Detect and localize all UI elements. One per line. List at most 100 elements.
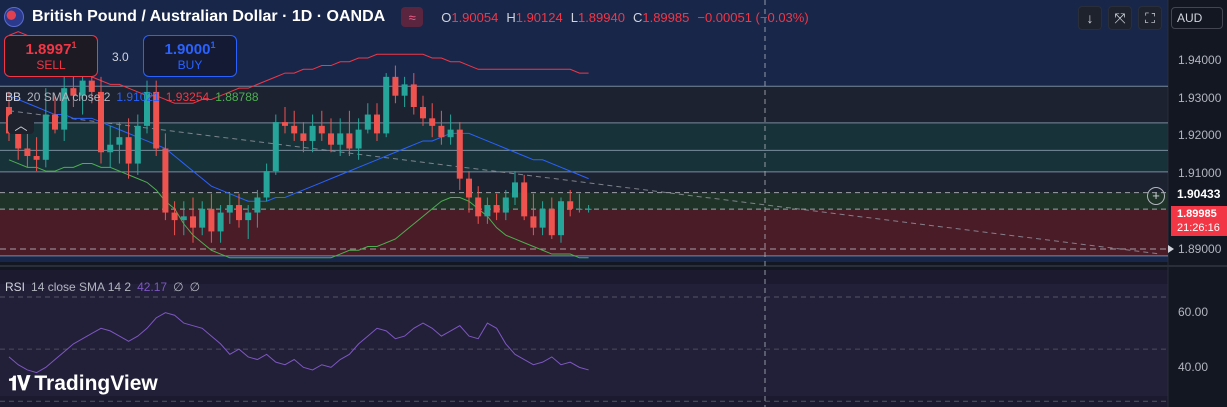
candle-body [392,76,399,96]
candle-body [15,133,22,149]
candle-body [364,114,371,130]
candle-body [236,205,242,221]
currency-selector[interactable]: AUD [1171,7,1223,29]
fullscreen-icon[interactable]: ⛶ [1138,6,1162,30]
bb-legend[interactable]: BB 20 SMA close 2 1.91021 1.93254 1.8878… [5,90,259,104]
candle-body [548,208,555,236]
price-axis-label: 1.94000 [1178,53,1222,67]
spread-value: 3.0 [112,50,129,64]
symbol-header: British Pound / Australian Dollar · 1D ·… [4,6,809,28]
candle-body [410,84,417,108]
rsi-legend[interactable]: RSI 14 close SMA 14 2 42.17 ∅ ∅ [5,280,201,294]
candle-body [88,80,95,92]
candle-body [180,216,187,221]
green-zone [0,122,1168,172]
candle-body [153,91,160,149]
candle-body [263,171,270,198]
candle-body [447,129,454,138]
price-axis-label: 1.89000 [1178,242,1222,256]
candle-body [98,91,104,153]
chevron-up-icon[interactable]: ︿ [8,114,34,134]
candle-body [199,208,206,228]
crosshair-price-tag: 1.90433 [1171,187,1227,204]
price-axis-label: 1.91000 [1178,166,1222,180]
candle-body [162,148,169,213]
candle-body [134,125,141,164]
candle-body [42,114,49,160]
candle-body [558,201,564,236]
candle-body [309,125,316,141]
play-arrow-icon[interactable] [1168,245,1174,253]
candle-body [226,205,233,213]
candle-body [475,197,482,217]
sell-button[interactable]: 1.89971 SELL [4,35,98,77]
last-price-tag: 1.89985 21:26:16 [1171,206,1227,236]
collapse-icon[interactable]: ⤧ [1108,6,1132,30]
rsi-line [8,312,589,374]
candle-body [512,182,518,198]
candle-body [245,212,252,221]
add-alert-icon[interactable]: + [1147,187,1165,205]
wave-icon[interactable]: ≈ [401,7,424,27]
candle-body [585,208,592,210]
candle-body [318,125,325,134]
candle-body [383,76,390,134]
bb-basis-line [8,95,589,202]
green-zone-lower [0,192,1168,210]
bb-lower-line [8,159,589,259]
price-axis-label: 1.92000 [1178,128,1222,142]
candle-body [282,122,288,126]
ohlc-values: O1.90054 H1.90124 L1.89940 C1.89985 −0.0… [441,9,809,25]
rsi-axis-label: 60.00 [1178,305,1209,319]
candle-body [530,216,537,228]
symbol-title[interactable]: British Pound / Australian Dollar · 1D ·… [32,8,386,25]
gbp-aud-flag-icon [4,7,24,27]
rsi-axis-label: 40.00 [1178,360,1209,374]
trend-line [8,110,1161,255]
candle-body [374,114,380,134]
buy-button[interactable]: 1.90001 BUY [143,35,237,77]
candle-body [576,208,583,210]
candle-body [300,133,307,141]
arrow-down-icon[interactable]: ↓ [1078,6,1102,30]
candle-body [254,197,261,213]
candle-body [190,216,196,228]
candle-body [567,201,574,209]
candle-body [438,125,445,138]
candle-body [456,129,463,179]
candle-body [144,91,150,126]
candle-body [61,88,68,130]
candle-body [401,84,408,96]
rsi-band [0,284,1168,396]
candle-body [171,212,178,221]
tradingview-logo-icon: 𝟏𝐕 [8,372,30,395]
candle-body [429,118,436,126]
chart-toolbar: ↓ ⤧ ⛶ [1078,6,1162,30]
candle-body [502,197,509,213]
candle-body [420,107,426,119]
candle-body [521,182,528,217]
tradingview-logo[interactable]: 𝟏𝐕 TradingView [8,372,158,395]
candle-body [116,137,123,145]
candle-body [328,133,334,145]
bb-upper-line [8,31,589,104]
candle-body [493,205,500,213]
candle-body [346,133,353,149]
candle-body [337,133,344,145]
candle-body [24,148,31,157]
candle-body [272,122,279,172]
candle-body [52,114,58,130]
price-change: −0.00051 (−0.03%) [697,9,809,25]
candle-body [107,144,114,153]
candle-body [79,80,86,96]
candle-body [466,178,472,198]
candle-body [208,208,215,232]
candle-body [291,125,298,134]
candle-body [484,205,491,217]
candle-body [355,129,362,149]
price-axis-label: 1.93000 [1178,91,1222,105]
candle-body [70,88,77,96]
candle-body [217,212,224,232]
candle-body [539,208,546,228]
